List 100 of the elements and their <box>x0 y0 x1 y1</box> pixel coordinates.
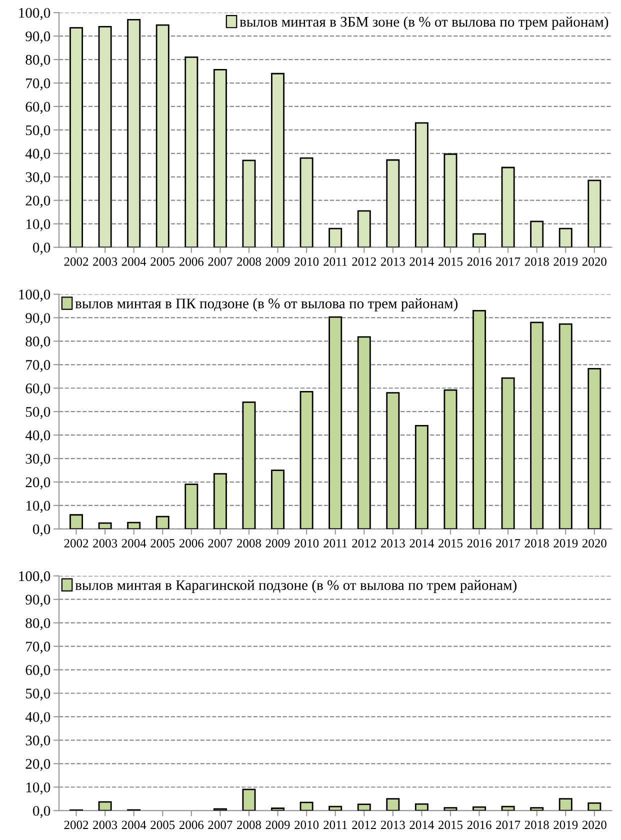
x-tick-label: 2011 <box>324 257 347 266</box>
x-tick-label: 2005 <box>150 257 175 266</box>
bar <box>386 798 400 811</box>
x-tick-label: 2016 <box>467 257 492 266</box>
x-tick-label: 2015 <box>438 257 462 266</box>
y-tick-label: 50,0 <box>26 406 50 419</box>
y-tick-label: 90,0 <box>26 31 50 44</box>
x-tick-label: 2008 <box>237 820 262 830</box>
bar <box>530 322 544 529</box>
y-tick-label: 10,0 <box>26 219 50 232</box>
bar <box>558 798 572 811</box>
x-tick-label: 2005 <box>150 539 175 548</box>
x-tick-label: 2017 <box>496 539 520 548</box>
bar <box>472 233 486 248</box>
y-tick-label: 90,0 <box>26 313 50 326</box>
y-tick-label: 60,0 <box>26 102 50 114</box>
x-tick-label: 2017 <box>496 820 520 830</box>
bar <box>501 377 515 529</box>
x-tick-label: 2012 <box>352 257 376 266</box>
bar <box>242 160 256 248</box>
bar <box>588 802 602 811</box>
bar <box>558 323 572 529</box>
y-tick-label: 20,0 <box>26 759 50 771</box>
y-tick-label: 100,0 <box>19 290 50 302</box>
y-tick-label: 40,0 <box>25 148 50 161</box>
bar <box>184 484 198 529</box>
x-tick-label: 2010 <box>294 257 319 266</box>
x-tick-label: 2004 <box>122 820 146 830</box>
y-tick-label: 40,0 <box>25 430 50 442</box>
y-tick-label: 30,0 <box>26 454 50 466</box>
x-tick-label: 2019 <box>554 820 578 830</box>
y-tick-label: 30,0 <box>26 172 50 184</box>
bar <box>444 389 458 529</box>
x-tick-label: 2008 <box>237 539 262 548</box>
y-tick-label: 60,0 <box>26 383 50 396</box>
bar <box>588 368 602 529</box>
bar <box>184 56 198 248</box>
x-tick-label: 2019 <box>554 539 578 548</box>
y-tick-label: 80,0 <box>26 336 50 348</box>
x-tick-label: 2007 <box>208 820 232 830</box>
x-tick-label: 2014 <box>410 820 434 830</box>
bar <box>501 166 515 248</box>
y-tick-label: 0,0 <box>32 806 50 818</box>
bar <box>501 806 515 811</box>
y-tick-label: 50,0 <box>26 125 50 138</box>
x-tick-label: 2010 <box>294 820 319 830</box>
bar <box>328 228 342 248</box>
y-tick-label: 40,0 <box>25 712 50 724</box>
y-tick-label: 10,0 <box>26 500 50 513</box>
bar <box>414 122 428 248</box>
x-tick-label: 2005 <box>150 820 175 830</box>
x-tick-label: 2013 <box>380 539 405 548</box>
bar <box>444 807 458 811</box>
x-tick-label: 2006 <box>179 539 204 548</box>
bar <box>558 228 572 248</box>
x-tick-label: 2020 <box>582 820 606 830</box>
bar <box>444 153 458 248</box>
bar <box>328 806 342 811</box>
y-tick-label: 0,0 <box>32 242 50 255</box>
y-tick-label: 0,0 <box>32 524 50 536</box>
bar <box>328 316 342 529</box>
y-tick-label: 20,0 <box>26 477 50 490</box>
bar <box>530 220 544 248</box>
x-tick-label: 2019 <box>554 257 578 266</box>
x-tick-label: 2009 <box>266 820 290 830</box>
bar <box>70 27 84 248</box>
y-tick-label: 70,0 <box>26 642 50 654</box>
bar <box>300 390 314 529</box>
y-tick-label: 80,0 <box>26 54 50 67</box>
x-tick-label: 2003 <box>93 539 118 548</box>
x-tick-label: 2015 <box>438 820 462 830</box>
x-tick-label: 2018 <box>524 539 549 548</box>
bar <box>213 68 227 248</box>
y-tick-label: 100,0 <box>19 8 50 20</box>
x-tick-label: 2010 <box>294 539 319 548</box>
bar <box>156 516 170 529</box>
x-tick-label: 2011 <box>324 820 347 830</box>
bar <box>156 24 170 248</box>
bar <box>386 392 400 529</box>
x-tick-label: 2018 <box>524 257 549 266</box>
x-tick-label: 2018 <box>524 820 549 830</box>
x-tick-label: 2016 <box>467 539 492 548</box>
x-tick-label: 2012 <box>352 539 376 548</box>
bar <box>300 157 314 248</box>
bar <box>300 802 314 811</box>
x-tick-label: 2003 <box>93 820 118 830</box>
y-tick-label: 20,0 <box>26 196 50 208</box>
x-tick-label: 2009 <box>266 539 290 548</box>
bar <box>271 72 285 248</box>
bar <box>414 803 428 811</box>
x-tick-label: 2008 <box>237 257 262 266</box>
y-tick-label: 80,0 <box>26 618 50 630</box>
y-tick-label: 70,0 <box>26 78 50 90</box>
x-tick-label: 2006 <box>179 820 204 830</box>
bar <box>242 402 256 529</box>
bar <box>357 210 371 248</box>
bar <box>472 806 486 811</box>
bar <box>70 514 84 529</box>
y-tick-label: 30,0 <box>26 736 50 748</box>
bar <box>472 310 486 529</box>
